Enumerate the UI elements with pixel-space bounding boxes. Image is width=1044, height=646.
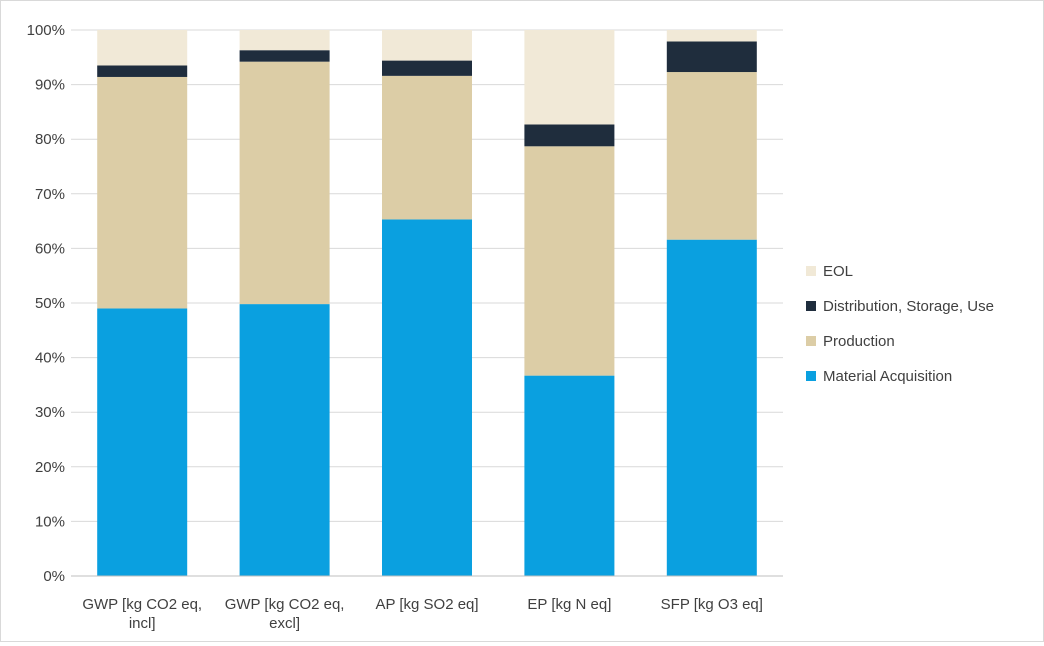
bar-segment-production [524,146,615,376]
bar-segment-eol [382,30,472,61]
legend-swatch-eol [806,266,816,276]
x-tick-label: EP [kg N eq] [527,596,611,613]
bar-segment-eol [97,30,188,66]
bar-segment-distribution-storage-use [524,124,615,147]
legend-label-distribution-storage-use: Distribution, Storage, Use [823,298,994,315]
y-tick-label: 60% [35,240,65,257]
bar-segment-material-acquisition [524,375,615,576]
y-tick-labels: 0% 10% 20% 30% 40% 50% 60% 70% 80% 90% 100% [27,22,65,585]
bar-segment-eol [524,30,615,125]
bar-segment-material-acquisition [666,239,757,576]
x-tick-label: excl] [269,615,300,632]
legend-swatch-material-acquisition [806,371,816,381]
bar-segment-production [666,72,757,240]
y-tick-label: 100% [27,22,65,39]
bar-segment-production [239,61,330,305]
bar-segment-material-acquisition [239,304,330,576]
bar-segment-production [97,76,188,309]
y-tick-label: 70% [35,186,65,203]
legend: EOL Distribution, Storage, Use Production M… [806,263,994,385]
legend-label-eol: EOL [823,263,853,280]
x-tick-label: GWP [kg CO2 eq, [82,596,202,613]
bar-segment-material-acquisition [382,219,472,576]
legend-label-production: Production [823,333,895,350]
bar-segment-eol [239,30,330,51]
y-tick-label: 90% [35,77,65,94]
x-tick-label: AP [kg SO2 eq] [375,596,478,613]
y-tick-label: 10% [35,513,65,530]
y-tick-label: 50% [35,295,65,312]
x-tick-label: SFP [kg O3 eq] [661,596,763,613]
y-tick-label: 80% [35,131,65,148]
bar-segment-distribution-storage-use [666,41,757,73]
x-tick-label: GWP [kg CO2 eq, [225,596,345,613]
bar-segment-distribution-storage-use [239,50,330,62]
legend-swatch-distribution-storage-use [806,301,816,311]
legend-swatch-production [806,336,816,346]
bars [97,30,757,576]
legend-label-material-acquisition: Material Acquisition [823,368,952,385]
bar-segment-material-acquisition [97,308,188,576]
bar-segment-distribution-storage-use [382,60,472,76]
y-tick-label: 20% [35,459,65,476]
bar-segment-production [382,75,472,220]
x-tick-label: incl] [129,615,156,632]
y-tick-label: 30% [35,404,65,421]
y-tick-label: 0% [43,568,65,585]
bar-segment-eol [666,30,757,42]
x-tick-labels: GWP [kg CO2 eq, incl] GWP [kg CO2 eq, excl]… [82,596,763,632]
bar-segment-distribution-storage-use [97,65,188,77]
y-tick-label: 40% [35,350,65,367]
